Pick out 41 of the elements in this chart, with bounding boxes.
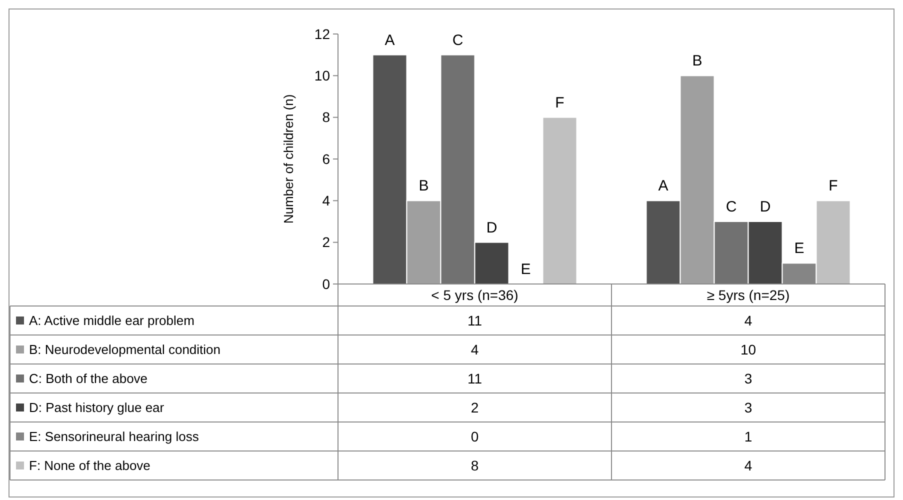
- y-tick-label: 12: [314, 26, 330, 42]
- data-label: 4: [470, 341, 479, 358]
- legend-label: E: Sensorineural hearing loss: [29, 429, 200, 444]
- annotation: D: [760, 198, 771, 216]
- y-tick-label: 10: [314, 68, 330, 84]
- y-tick-label: 0: [322, 276, 330, 292]
- data-label: 2: [470, 399, 479, 416]
- x-tick-label: < 5 yrs (n=36): [431, 286, 518, 303]
- annotation: B: [418, 178, 429, 195]
- annotation: C: [452, 32, 464, 49]
- data-label: 3: [744, 370, 752, 386]
- y-tick-label: 6: [322, 150, 330, 167]
- annotation: E: [794, 240, 804, 258]
- annotation: B: [692, 52, 702, 70]
- legend-label: C: Both of the above: [29, 371, 148, 386]
- annotation: F: [555, 94, 564, 112]
- annotation: A: [384, 32, 395, 49]
- bar: [542, 116, 578, 284]
- y-tick-label: 2: [322, 234, 330, 250]
- data-label: 8: [470, 457, 479, 474]
- data-label: 0: [470, 428, 479, 444]
- legend-label: B: Neurodevelopmental condition: [29, 342, 221, 358]
- y-axis-title: Number of children (n): [281, 94, 296, 224]
- annotation: D: [486, 219, 498, 236]
- data-label: 3: [744, 399, 752, 416]
- data-label: 4: [744, 312, 752, 328]
- legend-label: A: Active middle ear problem: [29, 313, 194, 328]
- y-tick-label: 8: [322, 109, 330, 126]
- annotation: F: [828, 178, 838, 195]
- x-tick-label: ≥ 5yrs (n=25): [706, 286, 790, 303]
- annotation: A: [658, 178, 668, 195]
- data-label: 4: [744, 457, 752, 474]
- annotation: E: [520, 261, 531, 278]
- y-tick-label: 4: [322, 192, 330, 209]
- data-label: 1: [744, 428, 752, 444]
- annotation: C: [726, 198, 737, 216]
- data-label: 11: [467, 312, 482, 328]
- data-label: 11: [467, 370, 482, 386]
- data-label: 10: [740, 341, 756, 358]
- legend-label: D: Past history glue ear: [29, 400, 165, 416]
- legend-label: F: None of the above: [29, 458, 150, 474]
